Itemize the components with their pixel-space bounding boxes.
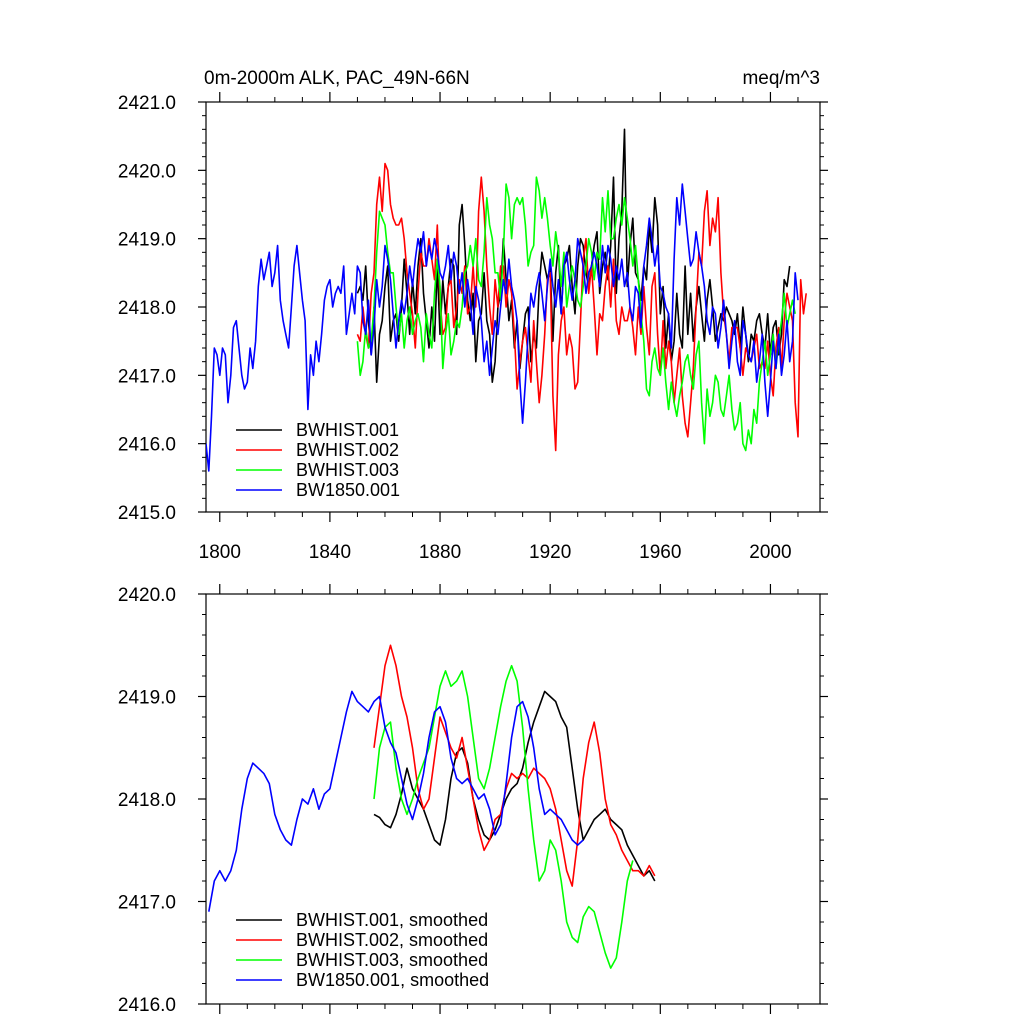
top-ytick-label: 2416.0	[118, 435, 176, 456]
bottom-ytick-label: 2417.0	[118, 893, 176, 914]
top-series-line-1	[356, 128, 791, 384]
top-xtick-label: 1960	[639, 542, 681, 563]
bottom-ytick-label: 2419.0	[118, 688, 176, 709]
top-ytick-label: 2417.0	[118, 366, 176, 387]
top-series-line-4	[206, 183, 799, 472]
bottom-series-line-2	[373, 644, 656, 887]
top-ytick-label: 2415.0	[118, 503, 176, 524]
bottom-ytick-label: 2420.0	[118, 585, 176, 606]
top-xtick-label: 2000	[749, 542, 791, 563]
top-ytick-label: 2420.0	[118, 161, 176, 182]
top-ytick-label: 2418.0	[118, 298, 176, 319]
units-label: meq/m^3	[742, 68, 820, 89]
top-legend-label: BWHIST.003	[296, 460, 399, 480]
top-series-group	[206, 128, 807, 472]
top-panel: 0m-2000m ALK, PAC_49N-66N meq/m^3 2415.0…	[118, 68, 828, 563]
top-ytick-label: 2419.0	[118, 230, 176, 251]
top-ytick-label: 2421.0	[118, 93, 176, 114]
top-legend-label: BWHIST.002	[296, 440, 399, 460]
top-xtick-label: 1800	[199, 542, 241, 563]
top-series-line-3	[356, 176, 796, 452]
top-xtick-label: 1920	[529, 542, 571, 563]
bottom-panel: 2416.0 2417.0 2418.0 2419.0 2420.0 BWHIST.001…	[118, 584, 828, 1016]
bottom-legend-label: BWHIST.003, smoothed	[296, 950, 488, 970]
top-legend-label: BW1850.001	[296, 480, 400, 500]
bottom-series-line-4	[208, 690, 584, 912]
top-xtick-label: 1840	[309, 542, 351, 563]
bottom-ytick-label: 2416.0	[118, 995, 176, 1016]
bottom-legend-label: BWHIST.002, smoothed	[296, 930, 488, 950]
bottom-series-group	[208, 644, 656, 969]
bottom-legend-label: BW1850.001, smoothed	[296, 970, 489, 990]
bottom-ytick-label: 2418.0	[118, 790, 176, 811]
top-xtick-label: 1880	[419, 542, 461, 563]
top-legend-label: BWHIST.001	[296, 420, 399, 440]
bottom-legend-label: BWHIST.001, smoothed	[296, 910, 488, 930]
bottom-series-line-3	[373, 664, 634, 969]
top-series-line-2	[356, 162, 807, 452]
chart-title: 0m-2000m ALK, PAC_49N-66N	[204, 68, 470, 89]
